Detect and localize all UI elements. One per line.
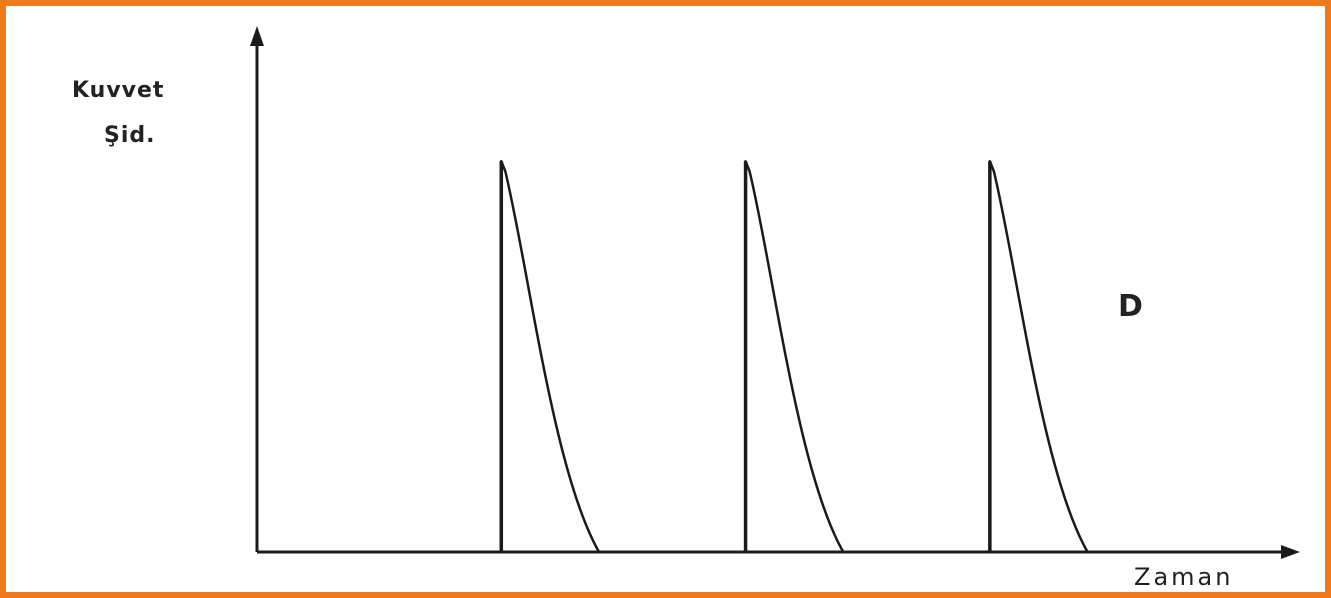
y-axis-label-line1: Kuvvet — [72, 78, 164, 103]
axes — [250, 26, 1300, 559]
force-pulse-2 — [744, 159, 845, 553]
y-axis-label-line2: Şid. — [104, 123, 156, 148]
force-pulse-1 — [500, 159, 601, 553]
panel-label: D — [1118, 289, 1143, 324]
pulse-series — [499, 159, 1089, 553]
x-axis-label: Zaman — [1134, 563, 1233, 591]
force-pulse-3 — [988, 159, 1089, 553]
x-axis-arrow — [1281, 545, 1300, 559]
y-axis-arrow — [250, 26, 264, 46]
